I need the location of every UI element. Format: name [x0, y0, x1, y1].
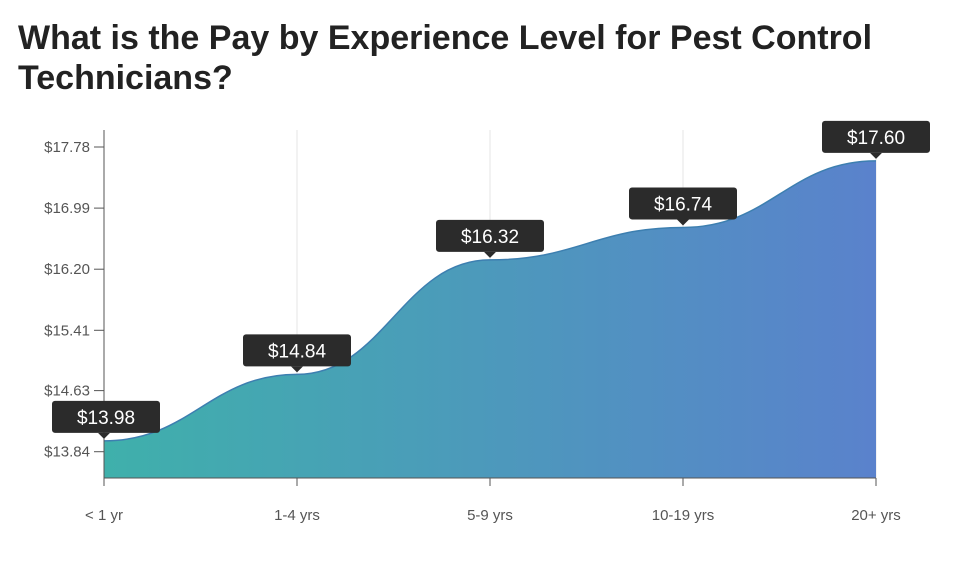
data-label-text: $16.32 [461, 227, 519, 248]
x-tick-label: 20+ yrs [851, 507, 901, 524]
data-label-box [243, 334, 351, 367]
y-tick-label: $16.20 [44, 261, 90, 278]
data-label-text: $17.60 [847, 128, 905, 149]
x-tick-label: < 1 yr [85, 507, 123, 524]
y-tick-label: $13.84 [44, 444, 90, 461]
area-fill [104, 160, 876, 478]
data-label-text: $14.84 [268, 341, 327, 362]
area-line [103, 160, 877, 442]
data-label-box [436, 219, 544, 252]
data-label-text: $16.74 [654, 194, 713, 215]
data-label: $13.98 [52, 400, 160, 439]
data-label: $14.84 [243, 334, 351, 373]
chart-title: What is the Pay by Experience Level for … [18, 19, 873, 97]
x-tick-label: 1-4 yrs [274, 507, 320, 524]
axis-layer: $13.84 $14.63 $15.41 $16.20 $16.99 $17.78 < 1 … [44, 130, 901, 524]
x-tick-label: 10-19 yrs [652, 507, 715, 524]
y-tick-label: $16.99 [44, 200, 90, 217]
x-tick-label: 5-9 yrs [467, 507, 513, 524]
data-label: $17.60 [822, 120, 930, 159]
data-label-pointer [291, 366, 303, 373]
data-label: $16.74 [629, 187, 737, 226]
data-label-text: $13.98 [77, 408, 135, 429]
data-labels: $13.98 $14.84 $16.32 $16.74 $17.60 [52, 120, 930, 439]
data-label-pointer [484, 251, 496, 258]
y-tick-label: $14.63 [44, 383, 90, 400]
data-label: $16.32 [436, 219, 544, 258]
data-label-box [52, 400, 160, 433]
data-label-box [629, 187, 737, 220]
data-label-pointer [677, 219, 689, 226]
data-label-box [822, 120, 930, 153]
data-label-pointer [870, 152, 882, 159]
area-layer [103, 160, 877, 478]
y-tick-label: $15.41 [44, 322, 90, 339]
y-tick-label: $17.78 [44, 139, 90, 156]
data-label-pointer [98, 432, 110, 439]
